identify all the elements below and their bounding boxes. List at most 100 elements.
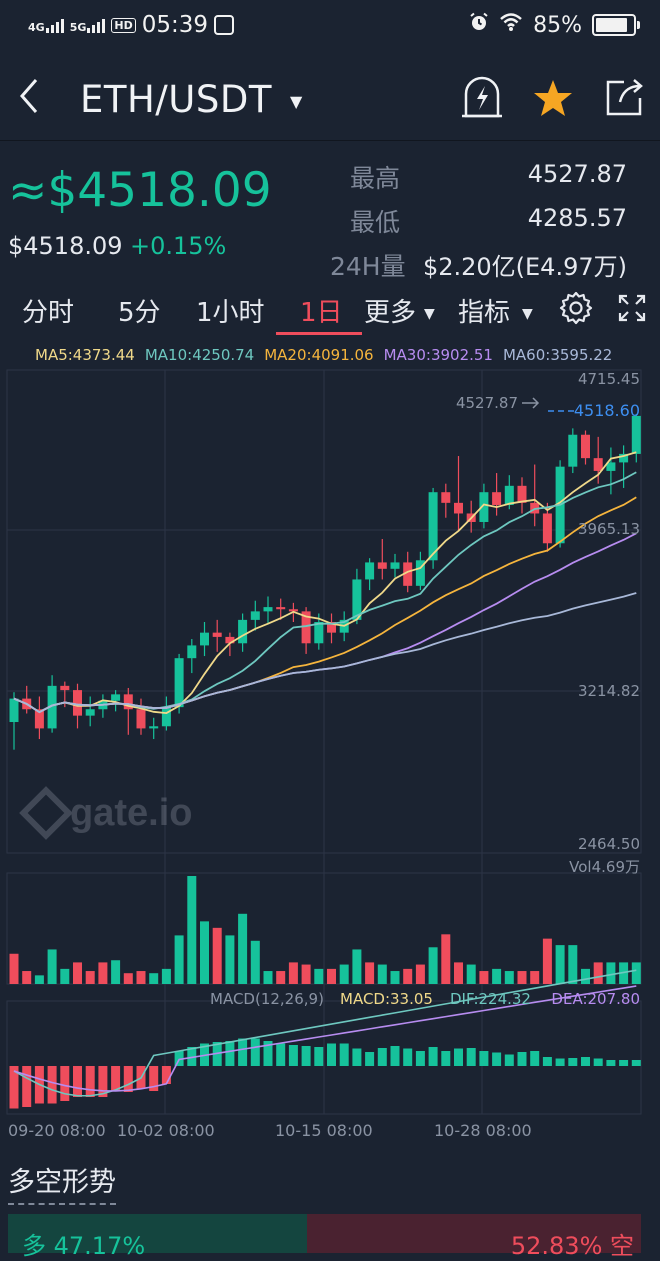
macd-bar [542, 1057, 552, 1066]
candle [454, 456, 463, 531]
candle [466, 500, 476, 533]
back-icon[interactable] [14, 76, 44, 120]
macd-bar [568, 1058, 578, 1066]
volume-bar [73, 962, 82, 984]
macd-bar [377, 1048, 387, 1066]
macd-bar [149, 1066, 159, 1091]
macd-bar [339, 1043, 349, 1066]
macd-bar [581, 1057, 590, 1066]
favorite-star-icon[interactable] [532, 78, 574, 122]
share-icon[interactable] [604, 76, 646, 122]
bear-percent: 52.83% 空 [510, 1232, 634, 1260]
macd-bar [327, 1043, 336, 1066]
candle [568, 428, 578, 474]
candle [377, 539, 387, 580]
date-label-2: 10-02 08:00 [117, 1121, 215, 1140]
candle [238, 613, 248, 652]
macd-bar [288, 1045, 298, 1066]
candle [47, 675, 57, 733]
volume-bar [606, 962, 616, 984]
volume-bar [581, 968, 590, 984]
tab-time-share[interactable]: 分时 [22, 298, 75, 328]
battery-percent: 85% [533, 12, 582, 38]
price-alert-icon[interactable] [460, 74, 504, 124]
kline-chart[interactable]: gate.io 4518.60 4527.87 4715.45 3965.13 … [0, 368, 660, 1158]
axis-label-3: 3214.82 [578, 682, 640, 700]
ma5-line [13, 451, 637, 715]
usd-price: $4518.09 [8, 232, 123, 260]
macd-bar [225, 1041, 235, 1066]
fullscreen-icon[interactable] [618, 294, 646, 329]
volume-bar [60, 968, 70, 984]
tab-indicators[interactable]: 指标 ▼ [458, 292, 533, 329]
macd-bar [22, 1066, 32, 1107]
candle [441, 483, 451, 518]
candle [479, 483, 489, 529]
volume-bar [479, 971, 489, 984]
volume-bar [98, 962, 108, 984]
tab-more[interactable]: 更多 ▼ [364, 292, 435, 329]
ma30-value: MA30:3902.51 [383, 346, 493, 364]
volume-bar [492, 968, 502, 984]
macd-bar [454, 1048, 463, 1066]
macd-bar [390, 1046, 400, 1066]
candle [149, 717, 159, 740]
volume-bar [415, 964, 425, 984]
current-price-label: 4518.60 [574, 401, 640, 420]
candle [263, 596, 273, 625]
ma-legend: MA5:4373.44 MA10:4250.74 MA20:4091.06 MA… [35, 346, 612, 364]
sentiment-title: 多空形势 [8, 1160, 116, 1205]
candle [530, 464, 540, 527]
macd-bar [161, 1066, 171, 1084]
candle [327, 613, 336, 644]
macd-bar [415, 1051, 425, 1066]
dea-line [13, 985, 637, 1092]
candle [9, 692, 19, 750]
ma20-value: MA20:4091.06 [264, 346, 374, 364]
tab-5min[interactable]: 5分 [118, 298, 161, 328]
volume-bar [136, 971, 146, 984]
volume-bar [390, 971, 400, 984]
candle [365, 558, 375, 591]
macd-bar [593, 1058, 603, 1066]
macd-bar [606, 1060, 616, 1066]
wifi-icon [499, 12, 523, 38]
volume-bar [454, 962, 463, 984]
volume-bar [568, 945, 578, 984]
volume-indicator-label: Vol4.69万 [569, 858, 640, 876]
settings-gear-icon[interactable] [558, 290, 594, 333]
volume-bar [428, 947, 438, 984]
last-price: ≈$4518.09 [8, 163, 272, 218]
candle [301, 607, 311, 654]
volume-bar [504, 971, 514, 984]
volume-bar [301, 964, 311, 984]
volume-bar [250, 940, 260, 984]
watermark-text: gate.io [70, 792, 192, 834]
chevron-down-icon[interactable]: ▼ [290, 92, 303, 111]
volume-bar [238, 913, 248, 984]
candle [619, 445, 629, 488]
volume-bar [631, 962, 641, 984]
caret-down-icon: ▼ [522, 305, 533, 322]
candle [85, 696, 95, 727]
pair-title[interactable]: ETH/USDT [80, 78, 272, 121]
volume-label: 24H量 [330, 252, 406, 281]
macd-bar [555, 1058, 565, 1066]
ma60-line [13, 592, 637, 714]
volume-bar [314, 968, 324, 984]
max-price-arrow-icon [522, 397, 540, 409]
candle [517, 477, 527, 514]
volume-bar [149, 973, 159, 984]
volume-bar [403, 968, 413, 984]
alarm-icon [469, 12, 489, 38]
caret-down-icon: ▼ [424, 305, 435, 322]
volume-bar [161, 968, 171, 984]
candle [212, 619, 222, 652]
volume-bar [352, 949, 362, 984]
volume-bar [276, 971, 286, 984]
tab-1hour[interactable]: 1小时 [196, 298, 265, 328]
nav-bar: ETH/USDT ▼ [0, 60, 660, 141]
tab-1day[interactable]: 1日 [300, 298, 343, 328]
volume-bar [555, 945, 565, 984]
low-label: 最低 [350, 208, 401, 237]
